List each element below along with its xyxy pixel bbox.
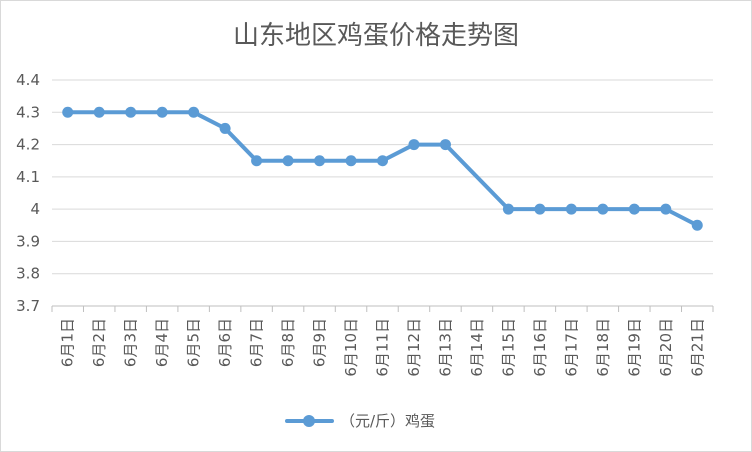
data-point: [597, 203, 609, 215]
x-tick-label: 6月4日: [153, 318, 171, 367]
data-point: [502, 203, 514, 215]
y-tick-label: 4.2: [16, 136, 40, 154]
data-point: [565, 203, 577, 215]
x-axis: [51, 305, 714, 312]
x-tick-label: 6月20日: [657, 318, 675, 377]
y-tick-label: 4.4: [16, 71, 40, 89]
y-axis-ticks: 3.7 3.8 3.9 4 4.1 4.2 4.3 4.4: [16, 71, 40, 315]
x-tick-label: 6月8日: [279, 318, 297, 367]
data-point: [534, 203, 546, 215]
x-tick-label: 6月7日: [248, 318, 266, 367]
data-point: [439, 139, 451, 151]
data-point: [628, 203, 640, 215]
x-tick-label: 6月14日: [468, 318, 486, 377]
data-point: [408, 139, 420, 151]
x-tick-label: 6月15日: [499, 318, 517, 377]
data-point: [156, 106, 168, 118]
data-point: [93, 106, 105, 118]
x-tick-label: 6月2日: [90, 318, 108, 367]
legend-marker-swatch: [303, 415, 315, 427]
data-point: [125, 106, 137, 118]
data-point: [345, 155, 357, 167]
data-point: [377, 155, 388, 167]
x-tick-label: 6月18日: [594, 318, 612, 377]
x-tick-label: 6月9日: [311, 318, 329, 367]
data-point: [691, 219, 703, 231]
chart-title: 山东地区鸡蛋价格走势图: [233, 21, 519, 51]
x-tick-label: 6月19日: [625, 318, 643, 377]
y-tick-label: 4: [30, 200, 40, 218]
x-tick-label: 6月17日: [562, 318, 580, 377]
x-tick-label: 6月10日: [342, 318, 360, 377]
legend-label: （元/斤）鸡蛋: [340, 412, 435, 430]
data-point: [188, 106, 200, 118]
data-point: [219, 122, 231, 134]
x-tick-label: 6月1日: [59, 318, 77, 367]
y-tick-label: 3.7: [16, 297, 40, 315]
data-point: [251, 155, 263, 167]
y-tick-label: 4.3: [16, 103, 40, 121]
y-tick-label: 3.9: [16, 232, 40, 250]
x-tick-label: 6月21日: [688, 318, 706, 377]
data-point: [660, 203, 672, 215]
gridlines: [52, 79, 713, 275]
data-point: [282, 155, 294, 167]
x-tick-label: 6月13日: [436, 318, 454, 377]
data-point: [314, 155, 326, 167]
x-tick-label: 6月6日: [216, 318, 234, 367]
data-point: [62, 106, 74, 118]
x-tick-label: 6月16日: [531, 318, 549, 377]
y-tick-label: 4.1: [16, 168, 40, 186]
x-tick-label: 6月12日: [405, 318, 423, 377]
y-tick-label: 3.8: [16, 265, 40, 283]
x-tick-label: 6月5日: [185, 318, 203, 367]
x-tick-label: 6月3日: [122, 318, 140, 367]
legend: （元/斤）鸡蛋: [285, 412, 435, 430]
series-layer: [62, 106, 703, 231]
x-tick-label: 6月11日: [374, 318, 392, 377]
x-axis-ticks: 6月1日 6月2日 6月3日 6月4日 6月5日 6月6日 6月7日 6月8日 6月9日 6月10…: [59, 318, 707, 377]
